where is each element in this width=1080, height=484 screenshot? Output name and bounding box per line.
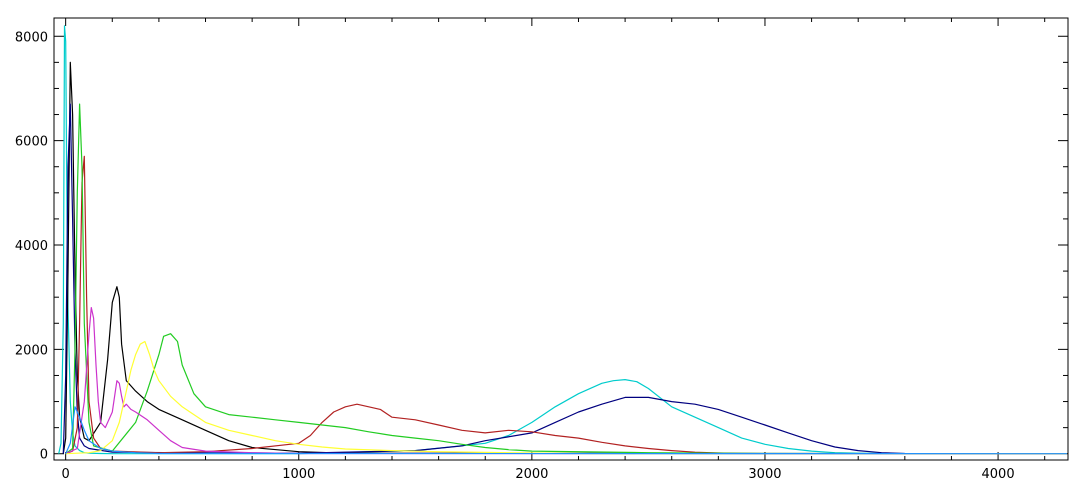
x-tick-label: 0 — [62, 467, 70, 482]
ticks-layer — [54, 18, 1068, 460]
series-layer — [58, 25, 1067, 455]
plot-frame — [53, 17, 1069, 461]
series-line-3 — [62, 103, 1067, 455]
y-tick-label: 6000 — [15, 135, 48, 150]
y-tick-label: 2000 — [15, 343, 48, 358]
series-line-7 — [65, 340, 1067, 455]
series-line-2 — [62, 61, 1067, 455]
x-tick-label: 2000 — [515, 467, 548, 482]
series-line-1 — [58, 25, 1067, 455]
y-tick-label: 8000 — [15, 30, 48, 45]
y-tick-label: 0 — [40, 448, 48, 463]
x-tick-label: 1000 — [282, 467, 315, 482]
tick-labels-layer: 0 1000 2000 3000 4000 0 2000 4000 6000 8000 — [15, 30, 1015, 482]
x-tick-label: 3000 — [748, 467, 781, 482]
series-line-6 — [65, 307, 1067, 455]
series-line-5 — [65, 103, 1067, 455]
series-line-8 — [65, 406, 1067, 455]
y-tick-label: 4000 — [15, 239, 48, 254]
series-line-4 — [65, 155, 1067, 455]
x-tick-label: 4000 — [982, 467, 1015, 482]
